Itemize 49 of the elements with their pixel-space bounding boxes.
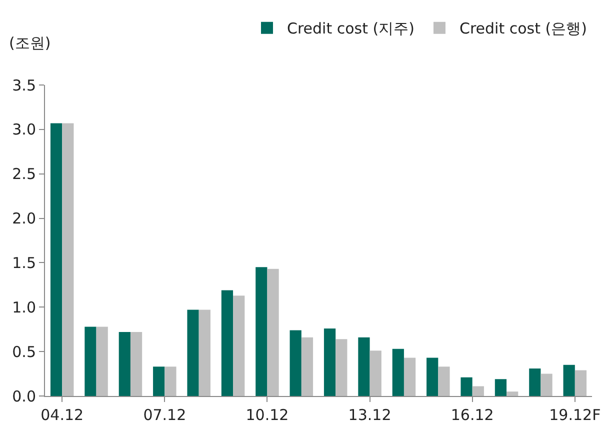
bar <box>404 358 416 396</box>
bar <box>370 350 382 396</box>
x-tick-label: 10.12 <box>246 406 289 424</box>
legend-label: Credit cost (은행) <box>459 20 587 38</box>
y-tick-label: 1.5 <box>12 254 36 272</box>
bar <box>164 366 176 396</box>
bar <box>540 374 552 396</box>
bar <box>324 328 336 396</box>
bar <box>506 392 518 396</box>
bar <box>460 377 472 396</box>
y-tick-label: 3.0 <box>12 120 36 139</box>
bar <box>221 290 234 396</box>
y-axis-title: (조원) <box>9 34 51 52</box>
legend-label: Credit cost (지주) <box>287 20 414 38</box>
y-tick-label: 2.5 <box>12 165 36 184</box>
bar <box>426 358 438 396</box>
bar <box>198 310 210 396</box>
bar <box>267 268 279 396</box>
bar <box>187 310 199 396</box>
bar <box>84 326 96 396</box>
bar <box>574 370 587 396</box>
bar <box>563 364 575 396</box>
bar <box>62 123 74 396</box>
x-tick-label: 19.12F <box>549 406 601 424</box>
bar <box>438 366 450 396</box>
bar <box>233 296 245 396</box>
y-tick-label: 0.0 <box>12 387 36 406</box>
y-tick-label: 0.5 <box>12 342 36 361</box>
bar <box>301 337 314 396</box>
bar <box>50 123 62 396</box>
y-tick-label: 1.0 <box>12 298 36 316</box>
bar <box>130 332 142 396</box>
y-tick-label: 2.0 <box>12 210 36 228</box>
bar <box>358 337 370 396</box>
x-tick-label: 16.12 <box>450 406 494 424</box>
x-tick-label: 04.12 <box>40 406 84 424</box>
bar <box>472 386 484 396</box>
bar <box>96 326 108 396</box>
bar <box>290 330 302 396</box>
x-tick-label: 07.12 <box>143 406 186 424</box>
bar <box>256 267 268 396</box>
bar <box>118 332 130 396</box>
y-tick-label: 3.5 <box>12 76 36 94</box>
bar <box>153 366 165 396</box>
x-tick-label: 13.12 <box>348 406 392 424</box>
bar <box>494 379 507 396</box>
bar <box>392 348 404 396</box>
bar <box>336 339 348 396</box>
bar <box>529 368 541 396</box>
